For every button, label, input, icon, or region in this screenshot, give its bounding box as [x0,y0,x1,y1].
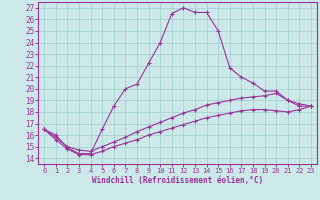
X-axis label: Windchill (Refroidissement éolien,°C): Windchill (Refroidissement éolien,°C) [92,176,263,185]
